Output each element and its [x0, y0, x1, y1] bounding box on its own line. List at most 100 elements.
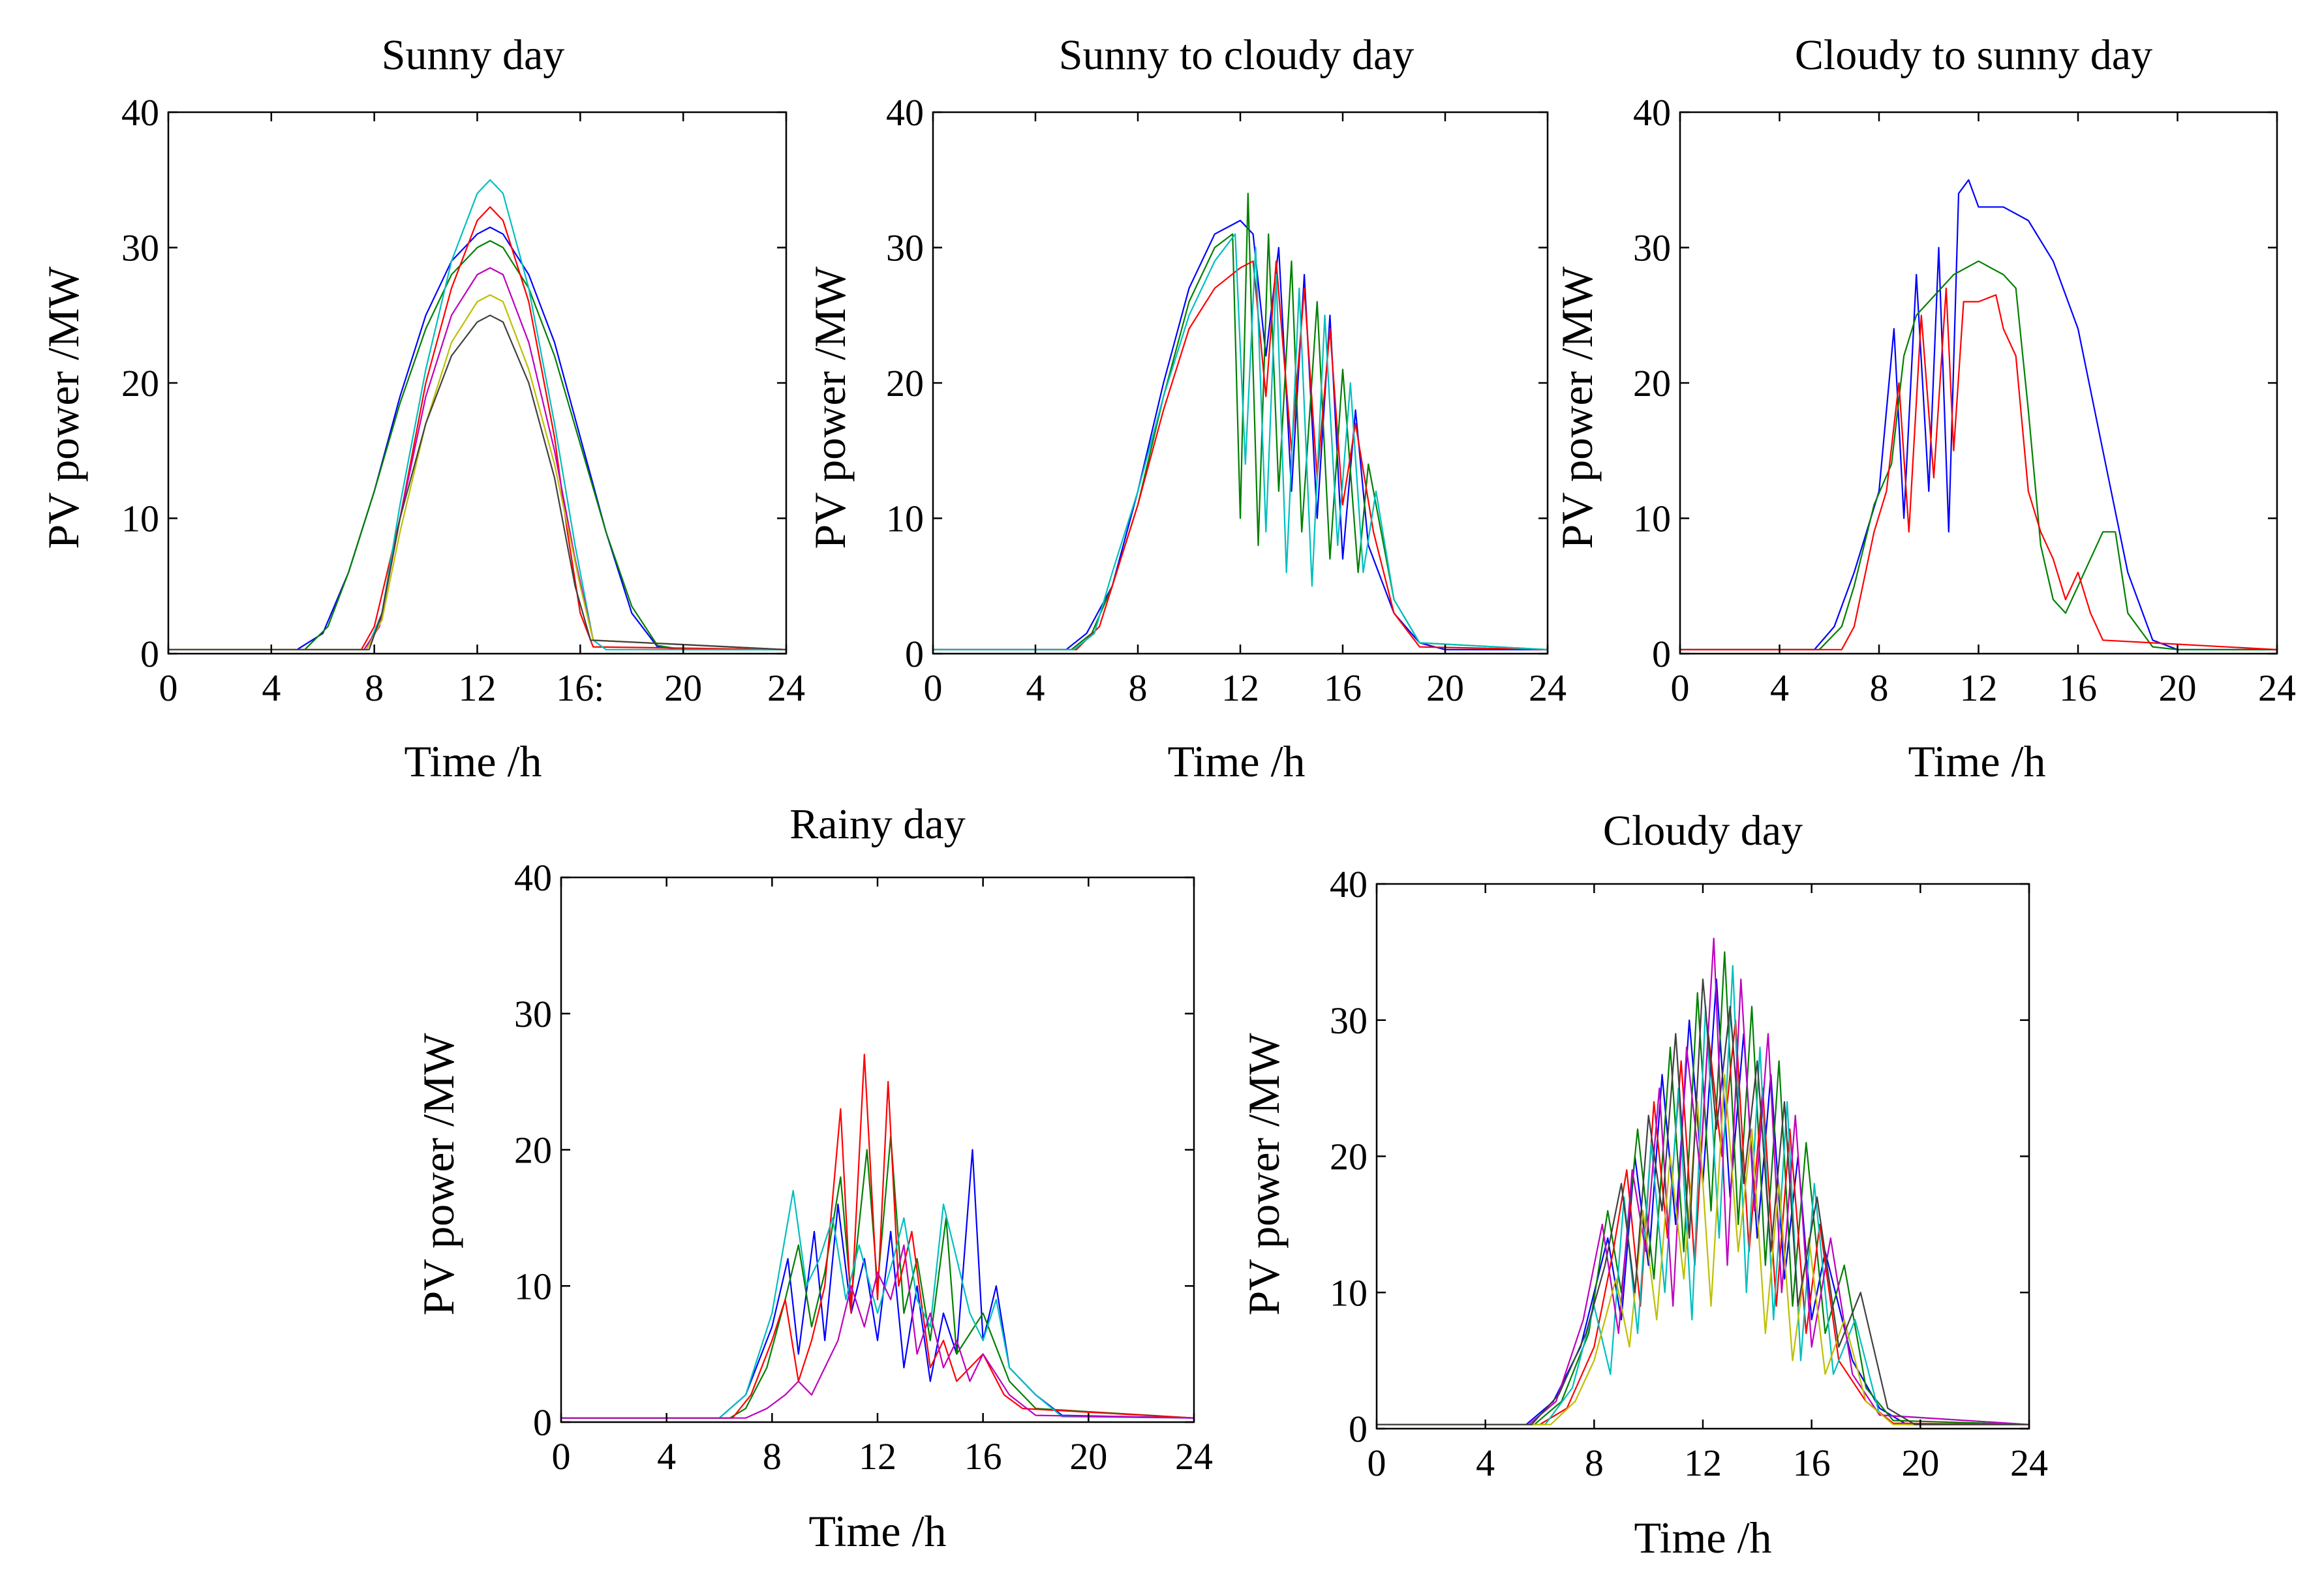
x-tick-label: 4	[262, 667, 281, 709]
series-line	[1377, 979, 2029, 1425]
series-line	[933, 192, 1548, 650]
x-tick-label: 8	[365, 667, 384, 709]
plot-area: 0 4 8 12 16: 20 24 0 10 20 30 40	[121, 91, 805, 709]
x-tick-label: 0	[924, 667, 943, 709]
x-tick-label: 4	[1770, 667, 1789, 709]
y-tick-label: 30	[121, 227, 159, 269]
y-tick-label: 40	[1330, 863, 1368, 905]
y-axis-title: PV power /MW	[1552, 266, 1602, 549]
y-axis-title: PV power /MW	[805, 266, 855, 549]
plot-title: Cloudy day	[1603, 807, 1803, 855]
series-line	[1680, 287, 2278, 650]
y-tick-label: 30	[514, 993, 552, 1035]
x-tick-label: 8	[1870, 667, 1889, 709]
series-line	[168, 206, 787, 650]
series-line	[168, 179, 786, 650]
series-line	[168, 240, 786, 650]
y-tick-label: 0	[1349, 1408, 1368, 1450]
y-axis-title: PV power /MW	[1239, 1033, 1289, 1316]
x-tick-label: 16	[2059, 667, 2097, 709]
y-tick-label: 10	[514, 1265, 552, 1307]
series-line	[168, 267, 787, 650]
y-tick-label: 20	[1330, 1136, 1368, 1178]
series-line	[1377, 965, 2030, 1425]
y-tick-label: 20	[514, 1129, 552, 1172]
x-tick-label: 24	[1175, 1435, 1213, 1478]
series-line	[1377, 1074, 2029, 1425]
x-tick-label: 16:	[556, 667, 604, 709]
series-line	[561, 1244, 1195, 1419]
plot-area: 0 4 8 12 16 20 24 0 10 20 30 40	[1330, 863, 2048, 1484]
series-line	[168, 226, 786, 650]
series-line	[561, 1135, 1195, 1419]
series-line	[168, 294, 787, 650]
plot-title: Rainy day	[789, 800, 965, 848]
x-tick-label: 12	[1684, 1442, 1722, 1484]
x-tick-label: 8	[1585, 1442, 1604, 1484]
x-axis-title: Time /h	[404, 737, 542, 786]
plot-area: 0 4 8 12 16 20 24 0 10 20 30 40	[1633, 91, 2296, 709]
series-line	[561, 1190, 1195, 1419]
panel-sunny-to-cloudy-day: Sunny to cloudy day Time /h PV power /MW…	[805, 31, 1567, 786]
x-tick-label: 16	[1793, 1442, 1831, 1484]
y-tick-label: 30	[1330, 999, 1368, 1042]
plot-title: Cloudy to sunny day	[1795, 31, 2152, 79]
x-tick-label: 12	[1960, 667, 1998, 709]
series-line	[561, 1054, 1195, 1419]
y-axis-title: PV power /MW	[38, 266, 88, 549]
y-tick-label: 10	[1633, 498, 1671, 540]
y-tick-label: 0	[905, 633, 924, 675]
y-tick-label: 40	[514, 857, 552, 899]
x-tick-label: 4	[1476, 1442, 1495, 1484]
x-tick-label: 0	[159, 667, 178, 709]
y-tick-label: 0	[1652, 633, 1671, 675]
series-line	[1377, 979, 2029, 1425]
plot-frame	[1679, 111, 2278, 655]
y-tick-label: 10	[1330, 1271, 1368, 1314]
x-tick-label: 0	[1671, 667, 1690, 709]
x-tick-label: 20	[1069, 1435, 1107, 1478]
x-tick-label: 4	[1026, 667, 1045, 709]
x-axis-title: Time /h	[1634, 1513, 1771, 1562]
x-tick-label: 16	[1324, 667, 1362, 709]
y-axis-title: PV power /MW	[414, 1033, 463, 1316]
x-tick-label: 20	[664, 667, 702, 709]
x-tick-label: 12	[459, 667, 497, 709]
series-line	[933, 233, 1548, 650]
x-tick-label: 12	[859, 1435, 896, 1478]
series-line	[1377, 937, 2030, 1425]
x-axis-title: Time /h	[1167, 737, 1305, 786]
x-tick-label: 20	[1426, 667, 1464, 709]
x-tick-label: 0	[552, 1435, 571, 1478]
y-tick-label: 10	[886, 498, 924, 540]
x-tick-label: 16	[964, 1435, 1002, 1478]
y-tick-label: 40	[1633, 91, 1671, 134]
series-line	[168, 314, 787, 650]
series-line	[1377, 1019, 2030, 1425]
series-line	[1680, 260, 2277, 650]
panel-cloudy-day: Cloudy day Time /h PV power /MW 0 4 8 12 16 2…	[1239, 807, 2048, 1562]
x-tick-label: 20	[2159, 667, 2197, 709]
panel-cloudy-to-sunny-day: Cloudy to sunny day Time /h PV power /MW…	[1552, 31, 2296, 786]
y-tick-label: 10	[121, 498, 159, 540]
series-line	[933, 260, 1548, 650]
y-tick-label: 40	[121, 91, 159, 134]
x-tick-label: 8	[1129, 667, 1148, 709]
x-axis-title: Time /h	[1908, 737, 2045, 786]
x-tick-label: 0	[1368, 1442, 1386, 1484]
y-tick-label: 30	[1633, 227, 1671, 269]
x-tick-label: 24	[2258, 667, 2296, 709]
x-axis-title: Time /h	[808, 1506, 946, 1556]
plot-title: Sunny to cloudy day	[1059, 31, 1414, 79]
plot-area: 0 4 8 12 16 20 24 0 10 20 30 40	[886, 91, 1567, 709]
y-tick-label: 40	[886, 91, 924, 134]
y-tick-label: 20	[886, 362, 924, 404]
plot-title: Sunny day	[382, 31, 565, 79]
x-tick-label: 12	[1221, 667, 1259, 709]
x-tick-label: 24	[767, 667, 805, 709]
y-tick-label: 30	[886, 227, 924, 269]
x-tick-label: 4	[657, 1435, 676, 1478]
y-tick-label: 20	[1633, 362, 1671, 404]
y-tick-label: 0	[533, 1401, 552, 1444]
